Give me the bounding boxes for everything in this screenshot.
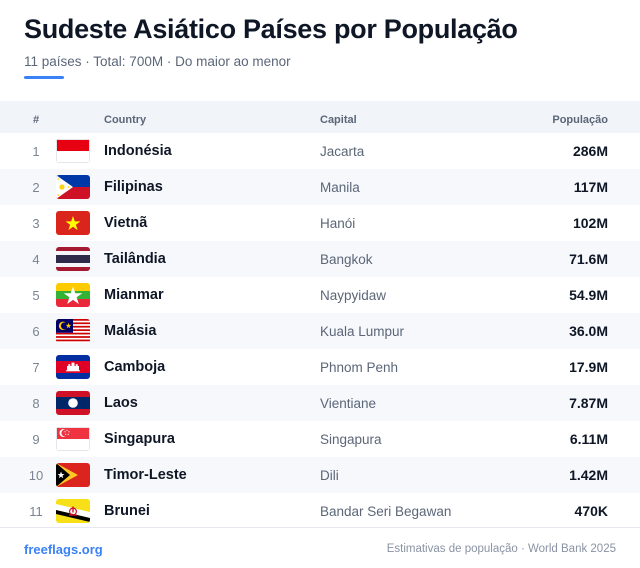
row-population: 7.87M [569,395,608,411]
row-capital: Dili [320,467,339,483]
row-country: Camboja [104,359,166,375]
title-accent-bar [24,76,64,79]
footer-source-note: Estimativas de população · World Bank 20… [386,543,616,555]
row-population: 6.11M [569,431,608,447]
page-header: Sudeste Asiático Países por População 11… [24,12,624,79]
table-row: 11 Brunei Bandar Seri Begawan 470K [0,493,640,529]
singapore-flag-icon [56,427,90,451]
row-country: Mianmar [104,287,164,303]
row-rank: 2 [32,179,40,195]
row-rank: 8 [32,395,40,411]
row-capital: Bangkok [320,251,373,267]
row-rank: 1 [32,143,40,159]
row-country: Indonésia [104,143,172,159]
row-rank: 5 [32,287,40,303]
timor-leste-flag-icon [56,463,90,487]
row-capital: Naypyidaw [320,287,387,303]
brunei-flag-icon [56,499,90,523]
row-country: Malásia [104,323,157,339]
table-row: 4 Tailândia Bangkok 71.6M [0,241,640,277]
row-capital: Hanói [320,215,356,231]
footer-divider [0,527,640,528]
column-header-country: Country [104,114,147,126]
row-rank: 6 [32,323,40,339]
table-row: 8 Laos Vientiane 7.87M [0,385,640,421]
laos-flag-icon [56,391,90,415]
row-country: Singapura [104,431,175,447]
row-rank: 11 [29,503,43,519]
row-country: Vietnã [104,215,148,231]
row-population: 286M [572,143,608,159]
row-country: Brunei [104,503,150,519]
table-row: 6 Malásia Kuala Lumpur 36.0M [0,313,640,349]
row-capital: Vientiane [320,395,377,411]
page-title: Sudeste Asiático Países por População [24,14,518,44]
row-country: Tailândia [104,251,166,267]
row-rank: 7 [32,359,40,375]
row-capital: Bandar Seri Begawan [320,503,452,519]
table-row: 2 Filipinas Manila 117M [0,169,640,205]
row-population: 71.6M [569,251,608,267]
row-country: Filipinas [104,179,163,195]
row-capital: Kuala Lumpur [320,323,405,339]
row-population: 1.42M [569,467,608,483]
row-population: 17.9M [569,359,608,375]
row-population: 470K [574,503,608,519]
table-row: 1 Indonésia Jacarta 286M [0,133,640,169]
country-table: # Country Capital População 1 Indonésia … [0,101,640,529]
row-population: 102M [572,215,608,231]
row-capital: Manila [320,179,360,195]
column-header-capital: Capital [320,114,357,126]
cambodia-flag-icon [56,355,90,379]
footer-brand-link[interactable]: freeflags.org [24,542,103,557]
row-rank: 4 [32,251,40,267]
column-header-rank: # [32,114,40,126]
column-header-population: População [552,114,608,126]
myanmar-flag-icon [56,283,90,307]
table-row: 3 Vietnã Hanói 102M [0,205,640,241]
row-capital: Phnom Penh [320,359,399,375]
row-population: 117M [573,179,608,195]
row-rank: 10 [28,467,44,483]
row-rank: 9 [32,431,40,447]
indonesia-flag-icon [56,139,90,163]
table-row: 10 Timor-Leste Dili 1.42M [0,457,640,493]
row-population: 54.9M [569,287,608,303]
table-row: 9 Singapura Singapura 6.11M [0,421,640,457]
row-capital: Jacarta [320,143,365,159]
row-country: Laos [104,395,138,411]
vietnam-flag-icon [56,211,90,235]
table-header: # Country Capital População [0,101,640,133]
malaysia-flag-icon [56,319,90,343]
thailand-flag-icon [56,247,90,271]
table-row: 5 Mianmar Naypyidaw 54.9M [0,277,640,313]
row-country: Timor-Leste [104,467,187,483]
philippines-flag-icon [56,175,90,199]
table-row: 7 Camboja Phnom Penh 17.9M [0,349,640,385]
row-population: 36.0M [569,323,608,339]
row-capital: Singapura [320,431,382,447]
row-rank: 3 [32,215,40,231]
page-subtitle: 11 países · Total: 700M · Do maior ao me… [24,54,291,69]
